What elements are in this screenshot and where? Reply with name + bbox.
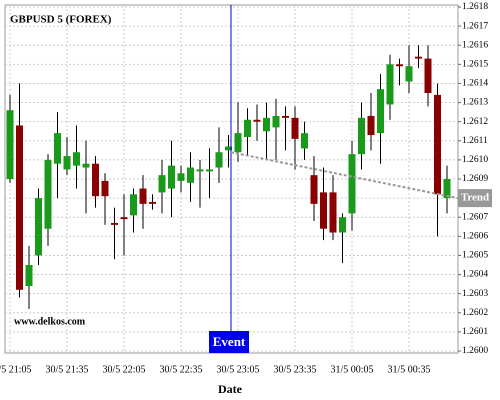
candle-body bbox=[35, 198, 42, 256]
y-tick-label: 1.2600 bbox=[462, 346, 488, 356]
candle-body bbox=[405, 66, 413, 82]
y-tick-label: 1.2617 bbox=[462, 21, 488, 31]
candle-body bbox=[149, 201, 156, 204]
candle-body bbox=[82, 163, 90, 168]
candle-body bbox=[434, 94, 441, 195]
candle-body bbox=[339, 217, 346, 233]
y-tick-label: 1.2605 bbox=[462, 251, 488, 261]
candle-body bbox=[386, 64, 394, 105]
candle-body bbox=[44, 159, 52, 229]
candle-body bbox=[348, 154, 356, 214]
y-tick-label: 1.2602 bbox=[462, 308, 488, 318]
candle-body bbox=[111, 222, 118, 225]
candle-body bbox=[25, 265, 33, 287]
candle-body bbox=[424, 58, 432, 93]
candle-body bbox=[101, 180, 109, 197]
y-tick-label: 1.2603 bbox=[462, 289, 488, 299]
x-tick-label: 30/5 21:05 bbox=[0, 364, 32, 375]
candle-body bbox=[272, 115, 280, 128]
candle-body bbox=[196, 169, 204, 172]
y-tick-label: 1.2616 bbox=[462, 40, 488, 50]
x-tick-label: 31/5 00:05 bbox=[330, 364, 373, 375]
candle-body bbox=[263, 117, 270, 132]
candle-body bbox=[92, 163, 99, 197]
x-axis-label: Date bbox=[218, 382, 243, 396]
y-tick-label: 1.2606 bbox=[462, 232, 488, 242]
candle-body bbox=[187, 167, 194, 183]
y-tick-label: 1.2601 bbox=[462, 327, 488, 337]
trend-label: Trend bbox=[461, 192, 489, 204]
chart-title: GBPUSD 5 (FOREX) bbox=[10, 14, 112, 26]
candle-body bbox=[443, 179, 451, 199]
candle-body bbox=[16, 125, 23, 290]
x-tick-label: 31/5 00:35 bbox=[387, 364, 430, 375]
y-tick-label: 1.2611 bbox=[462, 136, 488, 146]
trend-label-box bbox=[458, 189, 492, 208]
y-tick-label: 1.2614 bbox=[462, 79, 488, 89]
candle-body bbox=[158, 175, 166, 193]
y-tick-label: 1.2610 bbox=[462, 155, 488, 165]
candle-body bbox=[253, 119, 261, 122]
candle-body bbox=[54, 133, 61, 164]
trend-line bbox=[230, 151, 459, 200]
candle-body bbox=[358, 117, 365, 155]
candles bbox=[6, 45, 451, 309]
candle-body bbox=[396, 64, 403, 67]
candle-body bbox=[244, 119, 251, 137]
event-box bbox=[209, 331, 249, 353]
candle-body bbox=[130, 194, 137, 216]
x-tick-label: 30/5 23:35 bbox=[273, 364, 316, 375]
candle-body bbox=[139, 188, 147, 204]
y-tick-label: 1.2618 bbox=[462, 2, 488, 12]
watermark: www.delkos.com bbox=[14, 316, 86, 327]
candle-body bbox=[310, 175, 318, 204]
y-tick-label: 1.2613 bbox=[462, 98, 488, 108]
candle-body bbox=[177, 173, 185, 181]
candle-body bbox=[320, 192, 327, 229]
event-label: Event bbox=[213, 334, 246, 349]
candle-body bbox=[415, 56, 422, 59]
y-tick-label: 1.2615 bbox=[462, 60, 488, 70]
candle-body bbox=[120, 217, 128, 220]
candle-body bbox=[329, 192, 337, 233]
y-tick-label: 1.2604 bbox=[462, 270, 488, 280]
candle-body bbox=[367, 115, 375, 136]
candle-body bbox=[234, 133, 242, 153]
candle-body bbox=[6, 110, 14, 179]
y-tick-label: 1.2607 bbox=[462, 212, 488, 222]
candle-body bbox=[73, 152, 80, 166]
y-tick-label: 1.2612 bbox=[462, 117, 488, 127]
x-tick-label: 30/5 21:35 bbox=[45, 364, 88, 375]
candle-body bbox=[282, 115, 289, 118]
candle-body bbox=[291, 117, 299, 139]
candle-body bbox=[301, 133, 308, 149]
candle-body bbox=[215, 152, 223, 168]
candle-body bbox=[206, 169, 213, 172]
x-tick-label: 30/5 22:05 bbox=[102, 364, 145, 375]
x-tick-label: 30/5 22:35 bbox=[159, 364, 202, 375]
x-tick-label: 30/5 23:05 bbox=[216, 364, 259, 375]
y-tick-label: 1.2609 bbox=[462, 174, 488, 184]
candle-body bbox=[377, 89, 384, 134]
candle-body bbox=[225, 146, 232, 151]
candle-body bbox=[168, 165, 175, 189]
candle-body bbox=[63, 156, 71, 170]
